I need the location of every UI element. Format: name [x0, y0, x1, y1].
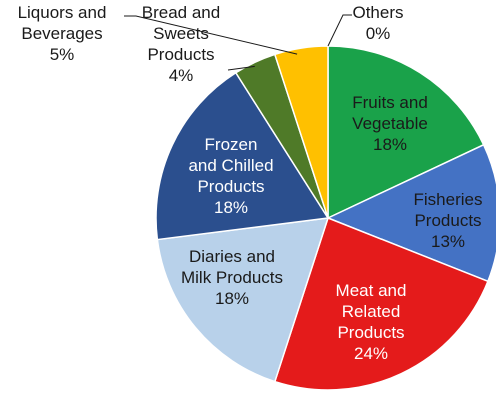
data-label-frozen-and-chilled-products: Frozen and Chilled Products 18% [188, 135, 273, 217]
data-label-diaries-and-milk-products: Diaries and Milk Products 18% [181, 247, 283, 308]
leader-line-others [327, 14, 352, 47]
data-label-meat-and-related-products: Meat and Related Products 24% [336, 281, 407, 363]
data-label-fisheries-products: Fisheries Products 13% [414, 190, 483, 251]
data-label-bread-and-sweets-products: Bread and Sweets Products 4% [142, 3, 220, 85]
data-label-fruits-and-vegetable: Fruits and Vegetable 18% [352, 93, 428, 154]
pie-slice-frozen-and-chilled-products [155, 71, 330, 241]
pie-slice-diaries-and-milk-products [156, 217, 330, 383]
pie-slice-liquors-and-beverages [273, 45, 329, 219]
pie-slice-meat-and-related-products [273, 217, 489, 391]
pie-slice-fruits-and-vegetable [327, 45, 485, 220]
leader-line-liquors-and-beverages [124, 15, 298, 55]
pie-slice-fisheries-products [326, 143, 496, 283]
leader-line-bread-and-sweets-products [227, 65, 255, 71]
data-label-others: Others 0% [352, 3, 403, 43]
data-label-liquors-and-beverages: Liquors and Beverages 5% [18, 3, 107, 64]
